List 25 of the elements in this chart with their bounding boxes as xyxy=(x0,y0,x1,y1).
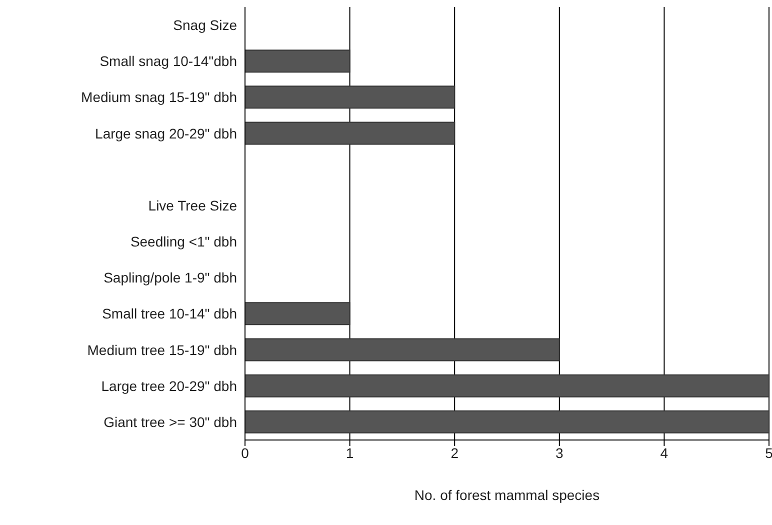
y-tick-label: Medium snag 15-19" dbh xyxy=(81,89,237,106)
y-tick-label: Medium tree 15-19" dbh xyxy=(87,342,237,358)
y-tick-label: Giant tree >= 30" dbh xyxy=(104,414,237,430)
x-axis-title: No. of forest mammal species xyxy=(414,487,600,503)
y-tick-label: Small tree 10-14" dbh xyxy=(102,306,237,322)
bar xyxy=(245,86,456,109)
y-tick-label: Snag Size xyxy=(173,17,238,34)
y-tick-label: Live Tree Size xyxy=(148,197,238,214)
x-tick-label: 2 xyxy=(450,444,459,461)
y-tick-label: Seedling <1" dbh xyxy=(130,234,237,250)
x-tick-label: 3 xyxy=(556,444,564,461)
x-tick-label: 4 xyxy=(660,444,668,461)
x-tick-label: 0 xyxy=(241,444,250,461)
bar xyxy=(245,122,456,145)
y-tick-label: Large tree 20-29" dbh xyxy=(101,378,237,394)
y-tick-label: Sapling/pole 1-9" dbh xyxy=(104,270,237,286)
bar xyxy=(245,338,560,362)
bar xyxy=(245,302,350,326)
bar xyxy=(245,410,769,434)
y-tick-label: Large snag 20-29" dbh xyxy=(95,125,237,142)
x-tick-label: 1 xyxy=(346,444,354,461)
x-tick-label: 5 xyxy=(765,444,772,461)
y-tick-label: Small snag 10-14"dbh xyxy=(100,53,237,70)
bar xyxy=(245,374,769,398)
bar xyxy=(245,50,350,73)
